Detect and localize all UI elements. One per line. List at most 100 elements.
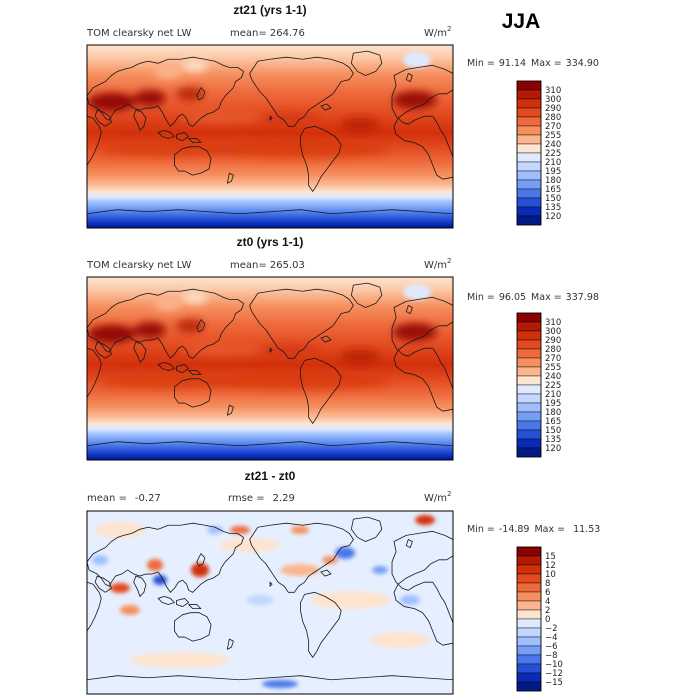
mean-label: mean = -0.27: [87, 493, 161, 504]
colorbar-tick-label: 180: [545, 408, 561, 418]
colorbar-tick-label: 240: [545, 140, 561, 150]
colorbar-tick-label: 195: [545, 167, 561, 177]
colorbar-swatch: [516, 663, 542, 674]
colorbar-tick-label: 290: [545, 104, 561, 114]
colorbar-swatch: [516, 357, 542, 368]
colorbar-swatch: [516, 555, 542, 566]
colorbar-swatch: [516, 681, 542, 692]
colorbar-tick-label: 120: [545, 212, 561, 222]
colorbar-tick-label: −10: [545, 660, 563, 670]
colorbar-swatch: [516, 627, 542, 638]
colorbar-swatch: [516, 591, 542, 602]
colorbar-tick-label: 4: [545, 597, 550, 607]
colorbar-swatch: [516, 609, 542, 620]
colorbar-swatch: [516, 161, 542, 172]
units-label: W/m2: [424, 257, 451, 271]
colorbar-swatch: [516, 438, 542, 449]
panel-difference: zt21 - zt0 mean = -0.27 rmse = 2.29 W/m2: [86, 469, 600, 695]
colorbar-swatch: [516, 80, 542, 91]
colorbar-tick-label: 300: [545, 327, 561, 337]
min-max-label: Min = 96.05 Max = 337.98: [467, 292, 599, 303]
colorbar-swatch: [516, 89, 542, 100]
colorbar-tick-label: 0: [545, 615, 550, 625]
colorbar-swatch: [516, 321, 542, 332]
colorbar-swatch: [516, 618, 542, 629]
colorbar-tick-label: 195: [545, 399, 561, 409]
colorbar-tick-label: −12: [545, 669, 563, 679]
colorbar-swatch: [516, 375, 542, 386]
panel-title: zt21 (yrs 1-1): [233, 3, 306, 17]
colorbar-tick-label: 8: [545, 579, 550, 589]
colorbar-swatch: [516, 312, 542, 323]
colorbar-swatch: [516, 134, 542, 145]
panel-zt21: zt21 (yrs 1-1) TOM clearsky net LW mean=…: [86, 3, 599, 229]
colorbar-swatch: [516, 393, 542, 404]
colorbar-swatch: [516, 429, 542, 440]
mean-label: mean= 264.76: [230, 28, 305, 39]
colorbar-tick-label: 280: [545, 345, 561, 355]
colorbar-tick-label: 150: [545, 194, 561, 204]
colorbar-swatch: [516, 582, 542, 593]
colorbar-tick-label: 225: [545, 381, 561, 391]
colorbar-swatch: [516, 179, 542, 190]
colorbar-tick-label: −6: [545, 642, 558, 652]
colorbar-tick-label: −15: [545, 678, 563, 688]
colorbar-swatch: [516, 402, 542, 413]
colorbar-swatch: [516, 125, 542, 136]
colorbar-tick-label: 255: [545, 131, 561, 141]
colorbar-swatch: [516, 215, 542, 226]
colorbar-swatch: [516, 197, 542, 208]
panel-title: zt21 - zt0: [245, 469, 296, 483]
colorbar-tick-label: 10: [545, 570, 556, 580]
colorbar-tick-label: 300: [545, 95, 561, 105]
colorbar-swatch: [516, 546, 542, 557]
colorbar-swatch: [516, 447, 542, 458]
colorbar-tick-label: 210: [545, 390, 561, 400]
colorbar-swatch: [516, 107, 542, 118]
colorbar: 3103002902802702552402252101951801651501…: [516, 312, 561, 458]
colorbar-tick-label: 15: [545, 552, 556, 562]
colorbar-tick-label: −2: [545, 624, 558, 634]
colorbar: 3103002902802702552402252101951801651501…: [516, 80, 561, 226]
panel-zt0: zt0 (yrs 1-1) TOM clearsky net LW mean= …: [86, 235, 599, 461]
colorbar-tick-label: 255: [545, 363, 561, 373]
units-label: W/m2: [424, 25, 451, 39]
map-field: [87, 45, 453, 228]
colorbar-swatch: [516, 152, 542, 163]
colorbar-swatch: [516, 672, 542, 683]
colorbar-tick-label: 225: [545, 149, 561, 159]
colorbar-swatch: [516, 330, 542, 341]
min-max-label: Min = 91.14 Max = 334.90: [467, 58, 599, 69]
colorbar-tick-label: 165: [545, 185, 561, 195]
map-frame: [86, 276, 454, 461]
colorbar-tick-label: −4: [545, 633, 558, 643]
map-field: [87, 511, 453, 694]
season-label: JJA: [502, 10, 541, 33]
colorbar-swatch: [516, 573, 542, 584]
colorbar-outline: [516, 312, 542, 458]
variable-label: TOM clearsky net LW: [86, 260, 191, 271]
colorbar-swatch: [516, 348, 542, 359]
colorbar-tick-label: 310: [545, 86, 561, 96]
map-frame: [86, 510, 454, 695]
colorbar-tick-label: 240: [545, 372, 561, 382]
colorbar-tick-label: 12: [545, 561, 556, 571]
units-label: W/m2: [424, 490, 451, 504]
colorbar-tick-label: 290: [545, 336, 561, 346]
colorbar-swatch: [516, 411, 542, 422]
colorbar-swatch: [516, 645, 542, 656]
rmse-label: rmse = 2.29: [228, 493, 295, 504]
colorbar-swatch: [516, 600, 542, 611]
colorbar-swatch: [516, 564, 542, 575]
colorbar-tick-label: 120: [545, 444, 561, 454]
colorbar-swatch: [516, 170, 542, 181]
colorbar-swatch: [516, 384, 542, 395]
colorbar-tick-label: 310: [545, 318, 561, 328]
colorbar-outline: [516, 80, 542, 226]
colorbar-swatch: [516, 420, 542, 431]
colorbar-swatch: [516, 188, 542, 199]
map-field: [87, 277, 453, 460]
colorbar-tick-label: 165: [545, 417, 561, 427]
colorbar-tick-label: −8: [545, 651, 558, 661]
